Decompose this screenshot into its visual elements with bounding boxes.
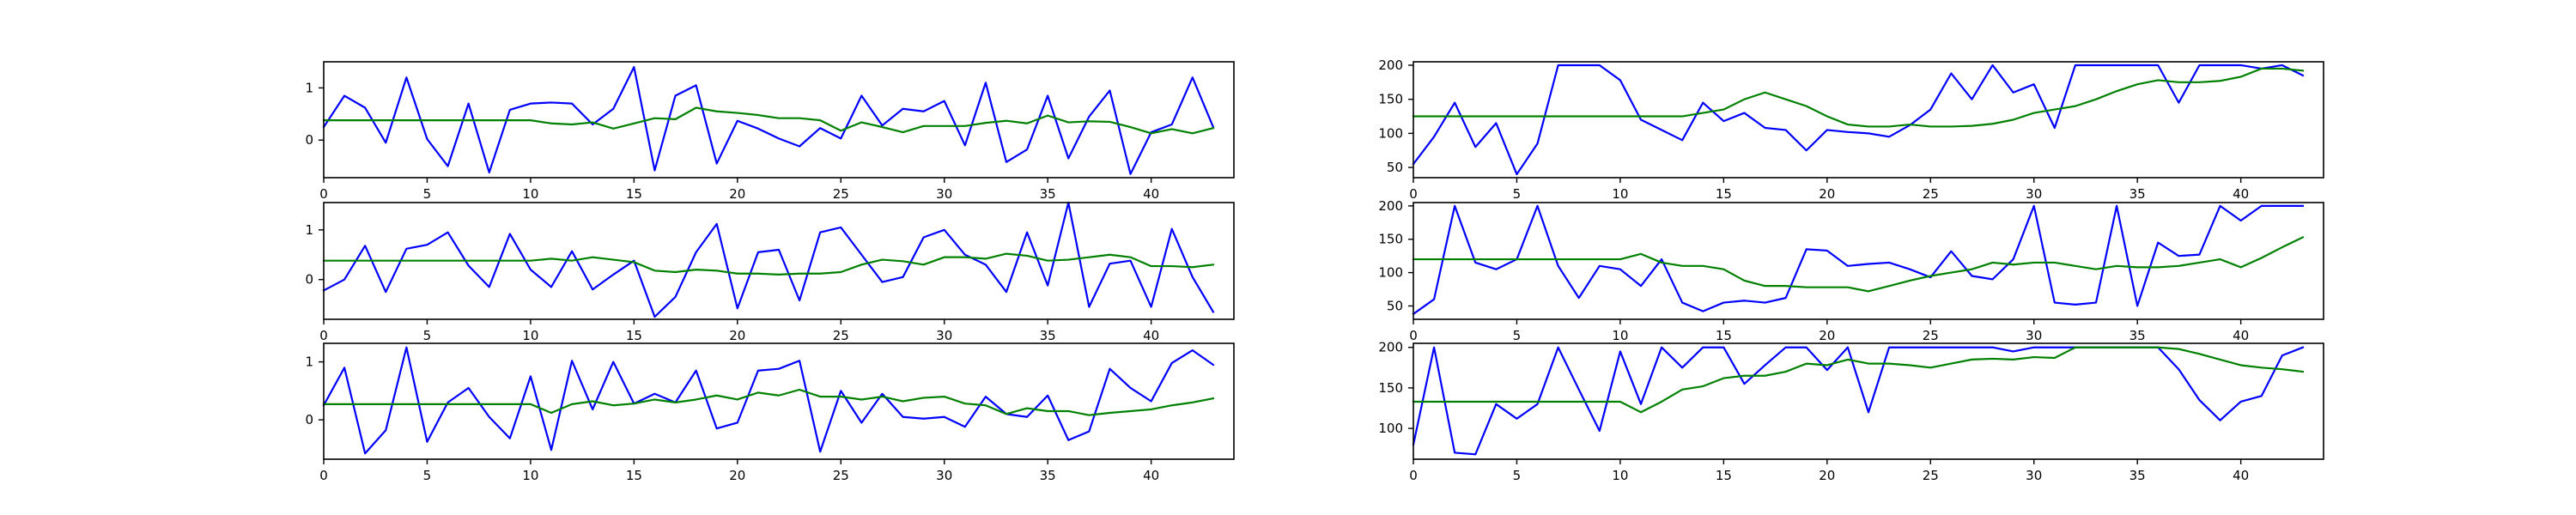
x-tick-label: 5 [423, 186, 432, 202]
y-tick-label: 150 [1378, 92, 1403, 107]
x-tick-label: 35 [1040, 328, 1056, 343]
x-tick-label: 30 [2026, 468, 2042, 483]
x-tick-label: 10 [522, 186, 538, 202]
chart-panel-right-2: 0 5 10 15 20 25 30 35 40 50 100 150 200 [1378, 198, 2324, 343]
series-line-green [322, 252, 1215, 276]
x-tick-label: 15 [1716, 186, 1732, 202]
x-tick-label: 5 [1513, 468, 1522, 483]
x-tick-label: 20 [1819, 328, 1835, 343]
y-tick-label: 100 [1378, 265, 1403, 281]
axes-frame [1413, 202, 2324, 320]
x-tick-label: 30 [936, 328, 952, 343]
x-tick-label: 15 [626, 328, 642, 343]
series-line-blue [322, 346, 1215, 455]
series-line-green [1412, 235, 2305, 293]
x-tick-label: 5 [1513, 186, 1522, 202]
series-line-green [1412, 346, 2305, 414]
x-tick-label: 40 [2233, 186, 2249, 202]
series-line-blue [1412, 64, 2305, 176]
x-tick-label: 20 [729, 186, 745, 202]
y-tick-label: 1 [305, 222, 313, 238]
x-tick-label: 20 [1819, 468, 1835, 483]
x-tick-label: 25 [1923, 468, 1939, 483]
series-line-green [322, 106, 1215, 135]
y-tick-label: 100 [1378, 125, 1403, 141]
x-tick-label: 25 [833, 186, 849, 202]
x-tick-label: 40 [1143, 468, 1159, 483]
series-line-blue [322, 201, 1215, 318]
x-tick-label: 5 [1513, 328, 1522, 343]
x-tick-label: 0 [319, 328, 328, 343]
y-tick-label: 150 [1378, 232, 1403, 247]
y-tick-label: 200 [1378, 58, 1403, 73]
x-tick-label: 15 [626, 186, 642, 202]
x-tick-label: 10 [1612, 328, 1628, 343]
x-tick-label: 0 [1409, 468, 1418, 483]
x-tick-label: 10 [522, 328, 538, 343]
y-tick-label: 100 [1378, 421, 1403, 436]
x-tick-label: 15 [626, 468, 642, 483]
x-tick-label: 40 [2233, 468, 2249, 483]
axes-frame [323, 202, 1235, 320]
x-tick-label: 0 [1409, 328, 1418, 343]
x-tick-label: 30 [2026, 186, 2042, 202]
axes-frame [1413, 61, 2324, 179]
x-tick-label: 30 [936, 186, 952, 202]
x-tick-label: 35 [2129, 328, 2146, 343]
x-tick-label: 0 [1409, 186, 1418, 202]
x-tick-label: 35 [2129, 186, 2146, 202]
axes-frame [1413, 342, 2324, 460]
y-tick-label: 1 [305, 80, 313, 95]
y-tick-label: 0 [305, 132, 313, 148]
x-tick-label: 35 [1040, 468, 1056, 483]
x-tick-label: 20 [1819, 186, 1835, 202]
x-tick-label: 20 [729, 468, 745, 483]
chart-panel-left-2: 0 5 10 15 20 25 30 35 40 0 1 [305, 201, 1235, 343]
x-tick-label: 5 [423, 328, 432, 343]
x-tick-label: 0 [319, 186, 328, 202]
x-tick-label: 40 [1143, 186, 1159, 202]
x-tick-label: 35 [1040, 186, 1056, 202]
x-tick-label: 40 [2233, 328, 2249, 343]
x-tick-label: 0 [319, 468, 328, 483]
x-tick-label: 25 [1923, 186, 1939, 202]
y-tick-label: 200 [1378, 198, 1403, 214]
x-tick-label: 15 [1716, 328, 1732, 343]
x-tick-label: 10 [522, 468, 538, 483]
chart-panel-right-1: 0 5 10 15 20 25 30 35 40 50 100 150 200 [1378, 58, 2324, 202]
chart-panel-right-3: 0 5 10 15 20 25 30 35 40 100 150 200 [1378, 340, 2324, 483]
x-tick-label: 5 [423, 468, 432, 483]
y-tick-label: 50 [1387, 298, 1403, 313]
series-line-blue [322, 65, 1215, 175]
x-tick-label: 10 [1612, 186, 1628, 202]
chart-panel-left-3: 0 5 10 15 20 25 30 35 40 0 1 [305, 342, 1235, 483]
y-tick-label: 200 [1378, 340, 1403, 355]
x-tick-label: 10 [1612, 468, 1628, 483]
x-tick-label: 25 [1923, 328, 1939, 343]
axes-frame [323, 342, 1235, 460]
x-tick-label: 35 [2129, 468, 2146, 483]
x-tick-label: 30 [2026, 328, 2042, 343]
x-tick-label: 25 [833, 468, 849, 483]
series-line-blue [1412, 204, 2305, 316]
x-tick-label: 20 [729, 328, 745, 343]
y-tick-label: 50 [1387, 160, 1403, 175]
x-tick-label: 15 [1716, 468, 1732, 483]
x-tick-label: 30 [936, 468, 952, 483]
y-tick-label: 1 [305, 354, 313, 370]
y-tick-label: 150 [1378, 380, 1403, 396]
y-tick-label: 0 [305, 412, 313, 427]
x-tick-label: 25 [833, 328, 849, 343]
axes-frame [323, 61, 1235, 179]
y-tick-label: 0 [305, 272, 313, 288]
series-line-green [322, 388, 1215, 416]
chart-panel-left-1: 0 5 10 15 20 25 30 35 40 0 1 [305, 61, 1235, 202]
series-line-green [1412, 67, 2305, 128]
x-tick-label: 40 [1143, 328, 1159, 343]
